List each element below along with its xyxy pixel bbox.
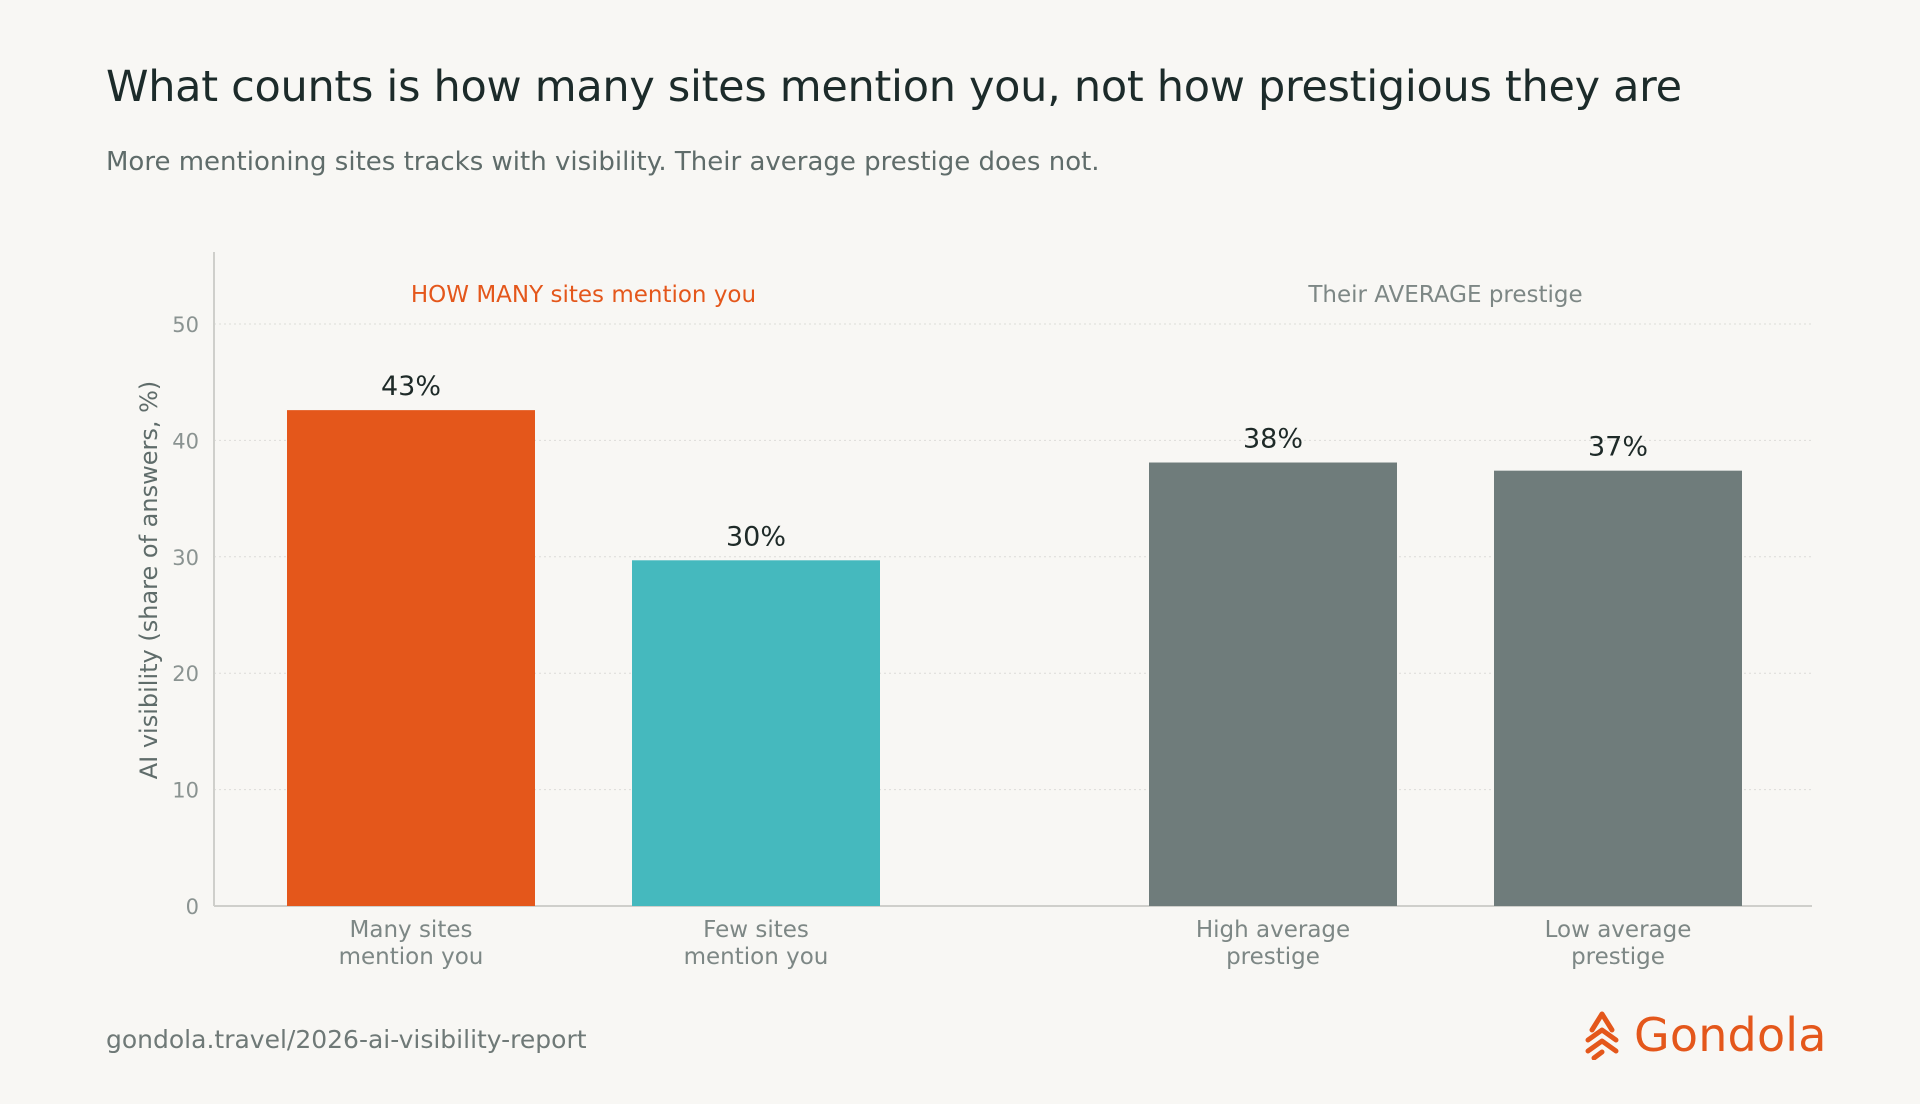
gondola-logo-icon [1585,1011,1619,1060]
brand-name: Gondola [1634,1008,1827,1062]
data-label: 30% [726,521,786,552]
x-tick-label: prestige [1226,944,1320,970]
y-tick-label: 30 [172,546,199,570]
chart-title: What counts is how many sites mention yo… [106,62,1682,112]
bar [1149,462,1397,906]
group-label: HOW MANY sites mention you [411,282,756,308]
data-label: 43% [381,371,441,402]
data-label: 38% [1243,424,1303,455]
report-url[interactable]: gondola.travel/2026-ai-visibility-report [106,1025,587,1054]
y-tick-label: 10 [172,779,199,803]
y-tick-label: 50 [172,313,199,337]
bar [1494,470,1742,906]
x-tick-label: Low average [1545,917,1692,943]
x-tick-label: mention you [339,944,484,970]
x-tick-label: mention you [684,944,829,970]
x-tick-label: prestige [1571,944,1665,970]
y-axis-label: AI visibility (share of answers, %) [135,381,163,780]
y-tick-label: 20 [172,662,199,686]
x-tick-label: High average [1196,917,1350,943]
group-label: Their AVERAGE prestige [1307,282,1582,308]
x-tick-label: Few sites [703,917,809,943]
y-tick-label: 40 [172,429,199,453]
bar [287,410,535,906]
gondola-brand[interactable]: Gondola [1582,1008,1827,1062]
y-tick-label: 0 [186,895,199,919]
chart-subtitle: More mentioning sites tracks with visibi… [106,147,1100,177]
bar [632,560,880,906]
x-tick-label: Many sites [350,917,473,943]
data-label: 37% [1588,432,1648,463]
